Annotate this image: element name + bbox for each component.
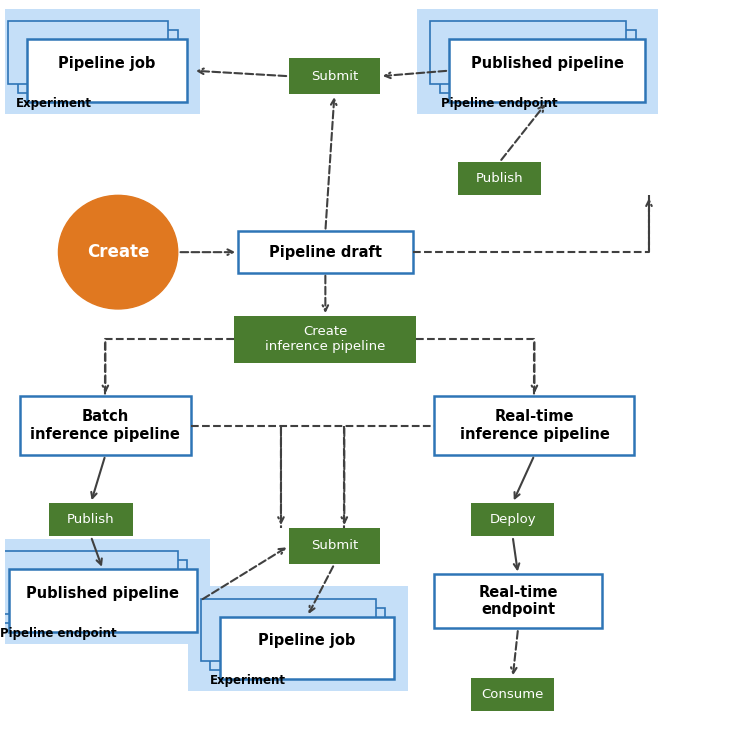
FancyBboxPatch shape [440, 31, 636, 93]
FancyBboxPatch shape [27, 39, 187, 102]
Text: Create: Create [87, 243, 149, 261]
Text: Pipeline job: Pipeline job [258, 632, 356, 648]
Text: Publish: Publish [67, 513, 115, 526]
FancyBboxPatch shape [458, 162, 542, 196]
FancyBboxPatch shape [211, 608, 385, 670]
FancyBboxPatch shape [201, 598, 376, 661]
Text: Experiment: Experiment [210, 674, 286, 687]
Text: Published pipeline: Published pipeline [470, 56, 624, 71]
FancyBboxPatch shape [9, 569, 197, 632]
FancyBboxPatch shape [18, 31, 178, 93]
FancyBboxPatch shape [289, 527, 380, 564]
FancyBboxPatch shape [188, 586, 407, 691]
FancyBboxPatch shape [220, 617, 394, 679]
FancyBboxPatch shape [0, 9, 200, 115]
Text: Experiment: Experiment [15, 97, 92, 110]
FancyBboxPatch shape [430, 22, 626, 84]
FancyBboxPatch shape [49, 503, 133, 536]
Text: Batch
inference pipeline: Batch inference pipeline [30, 409, 181, 442]
Text: Pipeline draft: Pipeline draft [269, 245, 382, 260]
FancyBboxPatch shape [470, 679, 554, 711]
FancyBboxPatch shape [470, 503, 554, 536]
FancyBboxPatch shape [417, 9, 658, 115]
FancyBboxPatch shape [8, 22, 168, 84]
Text: Published pipeline: Published pipeline [26, 586, 179, 600]
FancyBboxPatch shape [238, 231, 413, 273]
FancyBboxPatch shape [449, 39, 645, 102]
Text: Create
inference pipeline: Create inference pipeline [265, 325, 385, 353]
FancyBboxPatch shape [435, 574, 602, 629]
Text: Publish: Publish [476, 172, 523, 185]
Text: Pipeline endpoint: Pipeline endpoint [441, 97, 558, 110]
FancyBboxPatch shape [234, 316, 416, 363]
Text: Pipeline job: Pipeline job [59, 56, 156, 71]
FancyBboxPatch shape [289, 58, 380, 94]
FancyBboxPatch shape [20, 397, 191, 455]
Text: Consume: Consume [482, 688, 544, 702]
Text: Submit: Submit [310, 539, 358, 552]
FancyBboxPatch shape [435, 397, 634, 455]
Text: Real-time
inference pipeline: Real-time inference pipeline [459, 409, 609, 442]
Text: Submit: Submit [310, 70, 358, 83]
Text: Pipeline endpoint: Pipeline endpoint [0, 627, 117, 640]
Text: Real-time
endpoint: Real-time endpoint [479, 585, 558, 618]
Text: Deploy: Deploy [490, 513, 536, 526]
FancyBboxPatch shape [0, 539, 210, 644]
FancyBboxPatch shape [0, 551, 178, 614]
Circle shape [59, 196, 178, 309]
FancyBboxPatch shape [0, 560, 187, 623]
